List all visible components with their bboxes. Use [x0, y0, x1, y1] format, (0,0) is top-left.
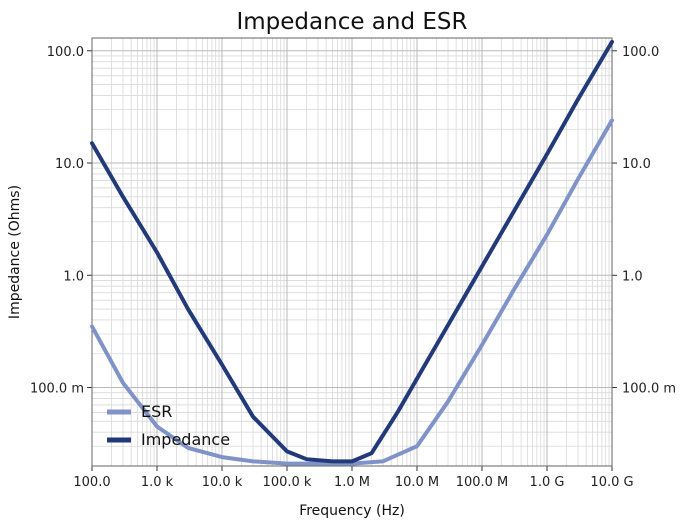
x-tick-label: 1.0 k [141, 475, 174, 490]
series-line-impedance [90, 39, 614, 464]
y-left-tick-label: 100.0 m [30, 382, 84, 397]
y-left-tick-label: 100.0 [47, 45, 84, 60]
y-axis-label: Impedance (Ohms) [7, 185, 23, 319]
legend-label-impedance: Impedance [141, 430, 230, 449]
y-right-tick-label: 10.0 [622, 157, 651, 172]
y-left-tick-label: 10.0 [55, 157, 84, 172]
y-right-tick-label: 1.0 [622, 269, 643, 284]
x-tick-label: 10.0 G [590, 475, 633, 490]
legend: ESR Impedance [107, 402, 230, 449]
x-axis-label: Frequency (Hz) [299, 503, 405, 519]
series-layer [90, 39, 614, 466]
x-tick-label: 1.0 G [530, 475, 565, 490]
chart-title: Impedance and ESR [236, 9, 467, 35]
axis-layer: 100.0 1.0 k 10.0 k 100.0 k 1.0 M 10.0 M 100.0 … [30, 37, 676, 490]
x-tick-label: 100.0 M [456, 475, 509, 490]
x-tick-label: 10.0 M [395, 475, 439, 490]
x-tick-label: 10.0 k [202, 475, 243, 490]
x-tick-label: 100.0 [73, 475, 110, 490]
y-right-tick-label: 100.0 m [622, 382, 676, 397]
legend-label-esr: ESR [141, 402, 172, 421]
x-tick-label: 1.0 M [334, 475, 370, 490]
y-left-tick-label: 1.0 [63, 269, 84, 284]
plot-frame [91, 37, 613, 467]
series-line-esr [90, 118, 614, 466]
y-right-tick-label: 100.0 [622, 45, 659, 60]
x-tick-label: 100.0 k [263, 475, 312, 490]
